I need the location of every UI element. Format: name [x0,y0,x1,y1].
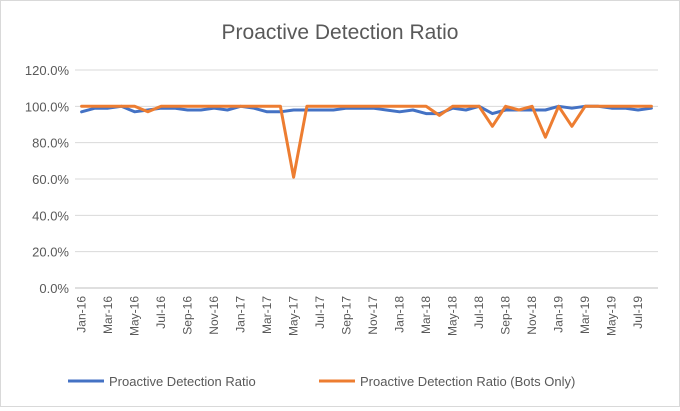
x-tick-label: Jul-16 [154,296,168,329]
series-line-1 [80,104,653,116]
x-tick-label: Nov-17 [366,296,380,335]
x-tick-label: Mar-17 [260,296,274,334]
chart-title: Proactive Detection Ratio [222,21,459,44]
x-tick-label: Nov-18 [525,296,539,335]
x-tick-label: Mar-19 [578,296,592,334]
y-tick-label: 100.0% [25,99,70,114]
x-tick-label: Sep-18 [499,296,513,335]
x-tick-label: Jul-18 [472,296,486,329]
series-line-2 [80,104,653,179]
legend-label-2: Proactive Detection Ratio (Bots Only) [360,374,575,389]
x-tick-label: Sep-17 [340,296,354,335]
x-tick-label: Nov-16 [207,296,221,335]
x-tick-label: May-18 [446,296,460,336]
legend-label-1: Proactive Detection Ratio [109,374,256,389]
x-tick-label: Sep-16 [181,296,195,335]
y-tick-label: 20.0% [32,245,69,260]
x-tick-label: Jul-19 [631,296,645,329]
x-tick-label: Mar-18 [419,296,433,334]
x-tick-label: May-19 [605,296,619,336]
y-tick-label: 60.0% [32,172,69,187]
x-tick-label: Mar-16 [101,296,115,334]
y-tick-label: 120.0% [25,63,70,78]
x-tick-label: May-16 [128,296,142,336]
y-tick-label: 40.0% [32,208,69,223]
x-tick-label: May-17 [287,296,301,336]
y-tick-label: 0.0% [39,281,69,296]
x-tick-label: Jan-18 [393,296,407,333]
y-tick-label: 80.0% [32,136,69,151]
x-tick-label: Jul-17 [313,296,327,329]
x-tick-label: Jan-16 [75,296,89,333]
x-tick-label: Jan-19 [552,296,566,333]
x-tick-label: Jan-17 [234,296,248,333]
